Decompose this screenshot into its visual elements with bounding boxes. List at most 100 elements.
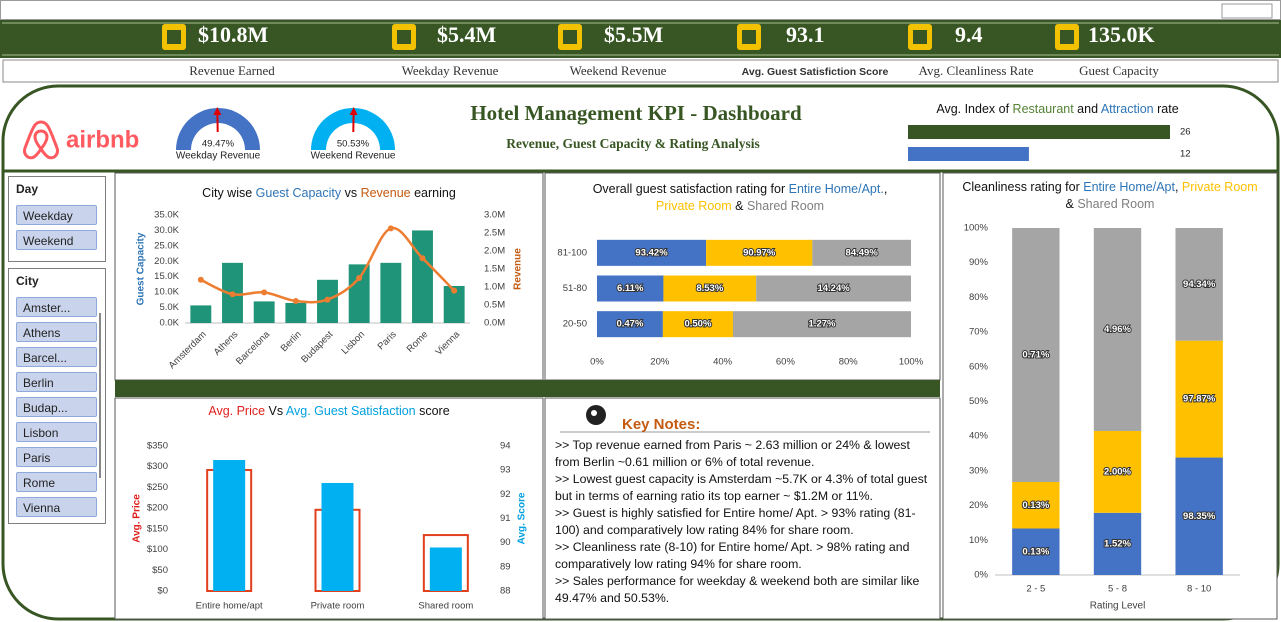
title-part: rate (1153, 102, 1179, 116)
y2-tick-label: 1.5M (484, 264, 505, 275)
bar-segment (663, 275, 757, 302)
slicer-item[interactable]: Paris (16, 447, 97, 467)
data-label: 94.34% (1183, 279, 1216, 290)
bar-segment (597, 311, 663, 338)
scrollbar (99, 313, 101, 478)
kpi-value: 135.0K (1088, 22, 1155, 47)
slicer-item[interactable]: Lisbon (16, 422, 97, 442)
bar (908, 147, 1029, 161)
slicer-item[interactable]: Vienna (16, 497, 97, 517)
y-tick-label: 25.0K (154, 240, 179, 251)
y2-tick-label: 93 (500, 465, 511, 476)
data-label: 84.49% (846, 247, 879, 258)
gauge-arc (176, 108, 260, 150)
title-part: Vs (265, 404, 286, 418)
bar (253, 301, 275, 323)
title-part: Entire Home/Apt (1083, 180, 1175, 194)
line-point (197, 276, 204, 283)
data-label: 1.27% (809, 319, 836, 330)
notes-icon-gear (591, 410, 597, 416)
slicer-item[interactable]: Weekday (16, 205, 97, 225)
data-label: 97.87% (1183, 394, 1216, 405)
y-tick-label: 81-100 (557, 247, 587, 258)
y-axis-label: Avg. Price (132, 494, 143, 543)
kpi-value: 93.1 (786, 22, 825, 47)
y-tick-label: 5.0K (159, 302, 179, 313)
x-tick-label: 60% (776, 357, 796, 368)
gauge-value: 50.53% (337, 139, 370, 150)
title-part: score (415, 404, 450, 418)
x-axis-label: Rating Level (1090, 601, 1146, 612)
data-label: 0.47% (616, 319, 643, 330)
data-label: 6.11% (617, 283, 644, 294)
bar (285, 302, 307, 323)
x-tick-label: 0% (590, 357, 604, 368)
y-tick-label: 0% (974, 570, 988, 581)
title-part: Avg. Index of (936, 102, 1013, 116)
bar-segment (812, 239, 911, 266)
slicer-item[interactable]: Athens (16, 322, 97, 342)
y2-tick-label: 2.0M (484, 246, 505, 257)
y-tick-label: $200 (147, 503, 168, 514)
x-tick-label: 100% (899, 357, 924, 368)
slicer-item[interactable]: Barcel... (16, 347, 97, 367)
x-tick-label: 40% (713, 357, 733, 368)
title-part: Overall guest satisfaction rating for (592, 182, 789, 196)
line-point (292, 298, 299, 305)
title-part: , (1174, 180, 1182, 194)
bar-segment (1012, 528, 1060, 575)
y2-axis-label: Avg. Score (517, 492, 528, 544)
title-part: Cleanliness rating for (962, 180, 1084, 194)
bar (429, 547, 462, 591)
y2-tick-label: 1.0M (484, 282, 505, 293)
slicer-item[interactable]: Budap... (16, 397, 97, 417)
y-tick-label: 51-80 (563, 283, 587, 294)
slicer-item[interactable]: Weekend (16, 230, 97, 250)
kpi-label: Revenue Earned (189, 63, 275, 78)
chart-title: Cleanliness rating for Entire Home/Apt, … (960, 179, 1260, 213)
kpi-label: Weekend Revenue (570, 63, 667, 78)
gauge-arc (311, 108, 395, 150)
bar (380, 262, 402, 323)
chart-title: Avg. Index of Restaurant and Attraction … (905, 101, 1210, 118)
kpi-icon-inner (742, 30, 756, 44)
kpi-label-row (2, 59, 1279, 83)
kpi-value: $10.8M (198, 22, 269, 47)
note: >> Guest is highly satisfied for Entire … (555, 506, 916, 537)
slicer-item[interactable]: Amster... (16, 297, 97, 317)
y2-tick-label: 0.0M (484, 318, 505, 329)
title-part: Avg. Guest Satisfaction (285, 404, 416, 418)
title-part: & (731, 199, 747, 213)
slicer-item[interactable]: Rome (16, 472, 97, 492)
y2-tick-label: 0.5M (484, 300, 505, 311)
dashboard-title: Hotel Management KPI - Dashboard (470, 101, 802, 125)
bar-segment (597, 239, 707, 266)
y-tick-label: 80% (969, 292, 989, 303)
y-axis-label: Guest Capacity (136, 232, 147, 305)
y-tick-label: 50% (969, 396, 989, 407)
slicer-item[interactable]: Berlin (16, 372, 97, 392)
chart-title: Avg. Price Vs Avg. Guest Satisfaction sc… (120, 403, 538, 420)
data-label: 0.13% (1022, 546, 1049, 557)
data-label: 0.71% (1022, 350, 1049, 361)
x-tick-label: 5 - 8 (1108, 584, 1127, 595)
line-point (419, 255, 426, 262)
y-tick-label: $0 (157, 586, 168, 597)
kpi-label: Weekday Revenue (402, 63, 499, 78)
title-part: and (1073, 102, 1101, 116)
bar-segment (662, 311, 733, 338)
note: >> Top revenue earned from Paris ~ 2.63 … (555, 438, 910, 469)
slicer-title: City (16, 274, 39, 288)
y2-tick-label: 89 (500, 561, 511, 572)
dashboard-subtitle: Revenue, Guest Capacity & Rating Analysi… (506, 136, 760, 151)
note: >> Sales performance for weekday & weeke… (555, 574, 920, 605)
y-tick-label: $150 (147, 523, 168, 534)
bar-segment (732, 311, 911, 338)
y-tick-label: 30% (969, 465, 989, 476)
bar-segment (1012, 481, 1060, 529)
chart-title: City wise Guest Capacity vs Revenue earn… (120, 185, 538, 202)
data-label: 0.50% (684, 319, 711, 330)
bar (348, 264, 370, 323)
